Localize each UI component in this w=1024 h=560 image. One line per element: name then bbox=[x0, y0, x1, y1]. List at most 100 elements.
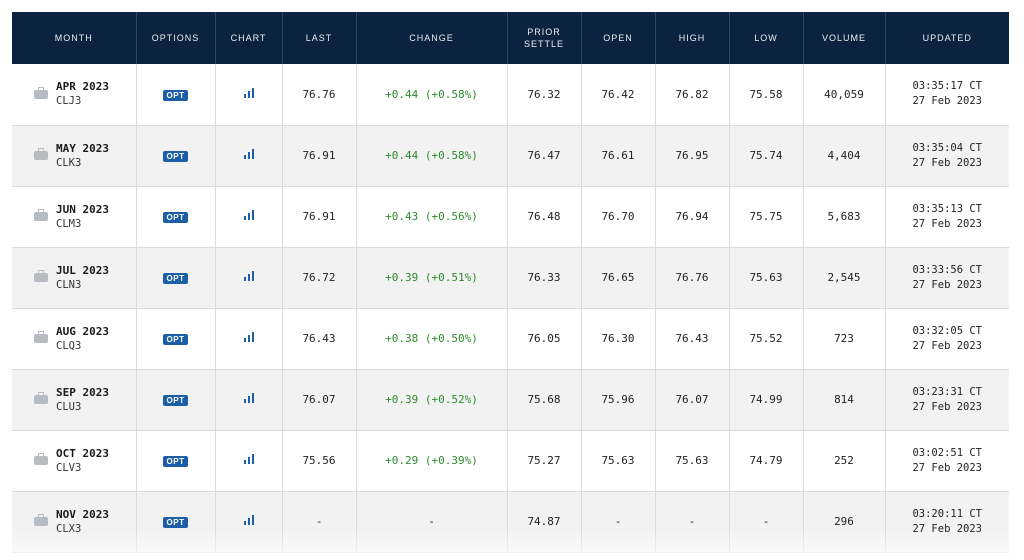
month-cell[interactable]: JUN 2023 CLM3 bbox=[12, 186, 137, 248]
updated-cell: 03:20:11 CT 27 Feb 2023 bbox=[885, 491, 1009, 553]
header-low[interactable]: LOW bbox=[729, 12, 804, 64]
month-cell[interactable]: JUL 2023 CLN3 bbox=[12, 247, 137, 309]
open-cell: 76.61 bbox=[581, 125, 656, 187]
contract-month: OCT 2023 bbox=[56, 446, 109, 460]
chart-cell bbox=[215, 125, 283, 187]
briefcase-icon[interactable] bbox=[34, 514, 48, 526]
month-cell-content: MAY 2023 CLK3 bbox=[34, 142, 136, 170]
month-cell[interactable]: AUG 2023 CLQ3 bbox=[12, 308, 137, 370]
last-cell: - bbox=[282, 491, 357, 553]
bar-chart-icon[interactable] bbox=[243, 515, 254, 525]
opt-badge[interactable]: OPT bbox=[162, 334, 189, 345]
opt-badge[interactable]: OPT bbox=[162, 456, 189, 467]
chart-cell bbox=[215, 369, 283, 431]
open-cell: - bbox=[581, 491, 656, 553]
month-labels: SEP 2023 CLU3 bbox=[56, 386, 109, 414]
low-cell: 75.74 bbox=[729, 125, 804, 187]
high-cell: - bbox=[655, 491, 730, 553]
bar-chart-icon[interactable] bbox=[243, 454, 254, 464]
updated-date: 27 Feb 2023 bbox=[912, 461, 983, 474]
options-cell: OPT bbox=[136, 247, 216, 309]
low-cell: - bbox=[729, 491, 804, 553]
contract-code: CLK3 bbox=[56, 156, 82, 169]
contract-code: CLX3 bbox=[56, 522, 82, 535]
updated-date: 27 Feb 2023 bbox=[912, 339, 983, 352]
chart-cell bbox=[215, 64, 283, 126]
options-cell: OPT bbox=[136, 491, 216, 553]
contract-month: MAY 2023 bbox=[56, 141, 109, 155]
month-cell[interactable]: OCT 2023 CLV3 bbox=[12, 430, 137, 492]
updated-time: 03:35:13 CT bbox=[912, 202, 983, 215]
briefcase-icon[interactable] bbox=[34, 392, 48, 404]
header-chart[interactable]: CHART bbox=[215, 12, 283, 64]
updated-cell: 03:23:31 CT 27 Feb 2023 bbox=[885, 369, 1009, 431]
low-cell: 74.99 bbox=[729, 369, 804, 431]
month-labels: OCT 2023 CLV3 bbox=[56, 447, 109, 475]
change-cell: +0.44 (+0.58%) bbox=[356, 64, 508, 126]
briefcase-icon[interactable] bbox=[34, 270, 48, 282]
bar-chart-icon[interactable] bbox=[243, 271, 254, 281]
opt-badge[interactable]: OPT bbox=[162, 273, 189, 284]
header-volume[interactable]: VOLUME bbox=[803, 12, 886, 64]
table-row: APR 2023 CLJ3 OPT 76.76 +0.44 (+0.58%) 76.32 7… bbox=[12, 64, 1009, 126]
month-labels: NOV 2023 CLX3 bbox=[56, 508, 109, 536]
month-cell[interactable]: SEP 2023 CLU3 bbox=[12, 369, 137, 431]
month-cell-content: AUG 2023 CLQ3 bbox=[34, 325, 136, 353]
volume-cell: 296 bbox=[803, 491, 886, 553]
month-cell[interactable]: NOV 2023 CLX3 bbox=[12, 491, 137, 553]
prior-settle-cell: 76.33 bbox=[507, 247, 582, 309]
bar-chart-icon[interactable] bbox=[243, 332, 254, 342]
header-updated[interactable]: UPDATED bbox=[922, 33, 972, 43]
opt-badge[interactable]: OPT bbox=[162, 395, 189, 406]
opt-badge[interactable]: OPT bbox=[162, 517, 189, 528]
opt-badge[interactable]: OPT bbox=[162, 89, 189, 101]
header-month[interactable]: MONTH bbox=[12, 12, 137, 64]
header-prior-settle-line1: PRIOR bbox=[527, 27, 561, 37]
header-last[interactable]: LAST bbox=[282, 12, 357, 64]
updated-time: 03:20:11 CT bbox=[912, 507, 983, 520]
contract-code: CLN3 bbox=[56, 278, 82, 291]
updated-time: 03:02:51 CT bbox=[912, 446, 983, 459]
options-cell: OPT bbox=[136, 125, 216, 187]
futures-quotes-table-container: MONTH OPTIONS CHART LAST CHANGE PRIOR SET… bbox=[12, 12, 1009, 553]
chart-cell bbox=[215, 308, 283, 370]
header-change[interactable]: CHANGE bbox=[356, 12, 508, 64]
change-cell: +0.29 (+0.39%) bbox=[356, 430, 508, 492]
briefcase-icon[interactable] bbox=[34, 148, 48, 160]
updated-cell: 03:02:51 CT 27 Feb 2023 bbox=[885, 430, 1009, 492]
open-cell: 76.70 bbox=[581, 186, 656, 248]
month-cell[interactable]: MAY 2023 CLK3 bbox=[12, 125, 137, 187]
month-cell[interactable]: APR 2023 CLJ3 bbox=[12, 64, 137, 126]
briefcase-icon[interactable] bbox=[34, 331, 48, 343]
updated-date: 27 Feb 2023 bbox=[912, 156, 983, 169]
bar-chart-icon[interactable] bbox=[243, 210, 254, 220]
updated-time: 03:35:04 CT bbox=[912, 141, 983, 154]
updated-cell: 03:35:04 CT 27 Feb 2023 bbox=[885, 125, 1009, 187]
contract-code: CLV3 bbox=[56, 461, 82, 474]
updated-time: 03:33:56 CT bbox=[912, 263, 983, 276]
header-options[interactable]: OPTIONS bbox=[136, 12, 216, 64]
low-cell: 75.75 bbox=[729, 186, 804, 248]
last-cell: 76.91 bbox=[282, 125, 357, 187]
contract-month: JUL 2023 bbox=[56, 263, 109, 277]
last-cell: 76.07 bbox=[282, 369, 357, 431]
briefcase-icon[interactable] bbox=[34, 86, 48, 99]
high-cell: 76.43 bbox=[655, 308, 730, 370]
bar-chart-icon[interactable] bbox=[243, 87, 254, 98]
header-open[interactable]: OPEN bbox=[581, 12, 656, 64]
change-cell: +0.43 (+0.56%) bbox=[356, 186, 508, 248]
opt-badge[interactable]: OPT bbox=[162, 151, 189, 162]
bar-chart-icon[interactable] bbox=[243, 393, 254, 403]
opt-badge[interactable]: OPT bbox=[162, 212, 189, 223]
updated-date: 27 Feb 2023 bbox=[912, 278, 983, 291]
header-prior-settle-line2: SETTLE bbox=[523, 39, 564, 49]
briefcase-icon[interactable] bbox=[34, 209, 48, 221]
month-labels: AUG 2023 CLQ3 bbox=[56, 325, 109, 353]
high-cell: 76.76 bbox=[655, 247, 730, 309]
briefcase-icon[interactable] bbox=[34, 453, 48, 465]
header-prior-settle[interactable]: PRIOR SETTLE bbox=[507, 12, 582, 64]
volume-cell: 814 bbox=[803, 369, 886, 431]
table-header-row: MONTH OPTIONS CHART LAST CHANGE PRIOR SET… bbox=[12, 12, 1009, 64]
header-high[interactable]: HIGH bbox=[655, 12, 730, 64]
bar-chart-icon[interactable] bbox=[243, 149, 254, 159]
